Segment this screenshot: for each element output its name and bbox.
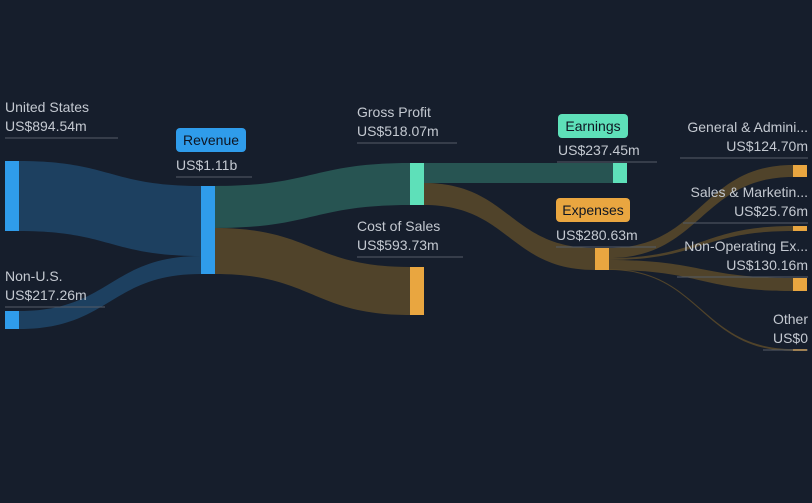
node-bar-sales_marketing <box>793 226 807 231</box>
link-gp-earn <box>424 163 613 183</box>
node-bar-revenue <box>201 186 215 274</box>
label-non_operating: Non-Operating Ex... <box>684 238 808 254</box>
node-bar-non_operating <box>793 278 807 291</box>
node-bar-earnings <box>613 163 627 183</box>
value-expenses: US$280.63m <box>556 227 638 243</box>
value-general_admin: US$124.70m <box>726 138 808 154</box>
sankey-chart: United States US$894.54m Non-U.S. US$217.26… <box>0 0 812 503</box>
node-bar-non_us <box>5 311 19 329</box>
value-united_states: US$894.54m <box>5 118 87 134</box>
link-us-rev <box>19 161 201 256</box>
pill-label-earnings: Earnings <box>565 118 620 134</box>
label-general_admin: General & Admini... <box>687 119 808 135</box>
value-cost_of_sales: US$593.73m <box>357 237 439 253</box>
label-non_us: Non-U.S. <box>5 268 63 284</box>
node-bar-general_admin <box>793 165 807 177</box>
label-gross_profit: Gross Profit <box>357 104 431 120</box>
node-bar-gross_profit <box>410 163 424 205</box>
links-group <box>19 161 793 351</box>
node-bar-expenses <box>595 248 609 270</box>
node-bar-cost_of_sales <box>410 267 424 315</box>
node-other: Other US$0 <box>763 311 808 351</box>
value-gross_profit: US$518.07m <box>357 123 439 139</box>
value-non_operating: US$130.16m <box>726 257 808 273</box>
node-bar-united_states <box>5 161 19 231</box>
value-sales_marketing: US$25.76m <box>734 203 808 219</box>
value-other: US$0 <box>773 330 808 346</box>
value-revenue: US$1.11b <box>176 157 237 173</box>
label-other: Other <box>773 311 808 327</box>
pill-label-expenses: Expenses <box>562 202 623 218</box>
value-non_us: US$217.26m <box>5 287 87 303</box>
label-cost_of_sales: Cost of Sales <box>357 218 440 234</box>
value-earnings: US$237.45m <box>558 142 640 158</box>
label-united_states: United States <box>5 99 89 115</box>
label-sales_marketing: Sales & Marketin... <box>691 184 809 200</box>
pill-label-revenue: Revenue <box>183 132 239 148</box>
